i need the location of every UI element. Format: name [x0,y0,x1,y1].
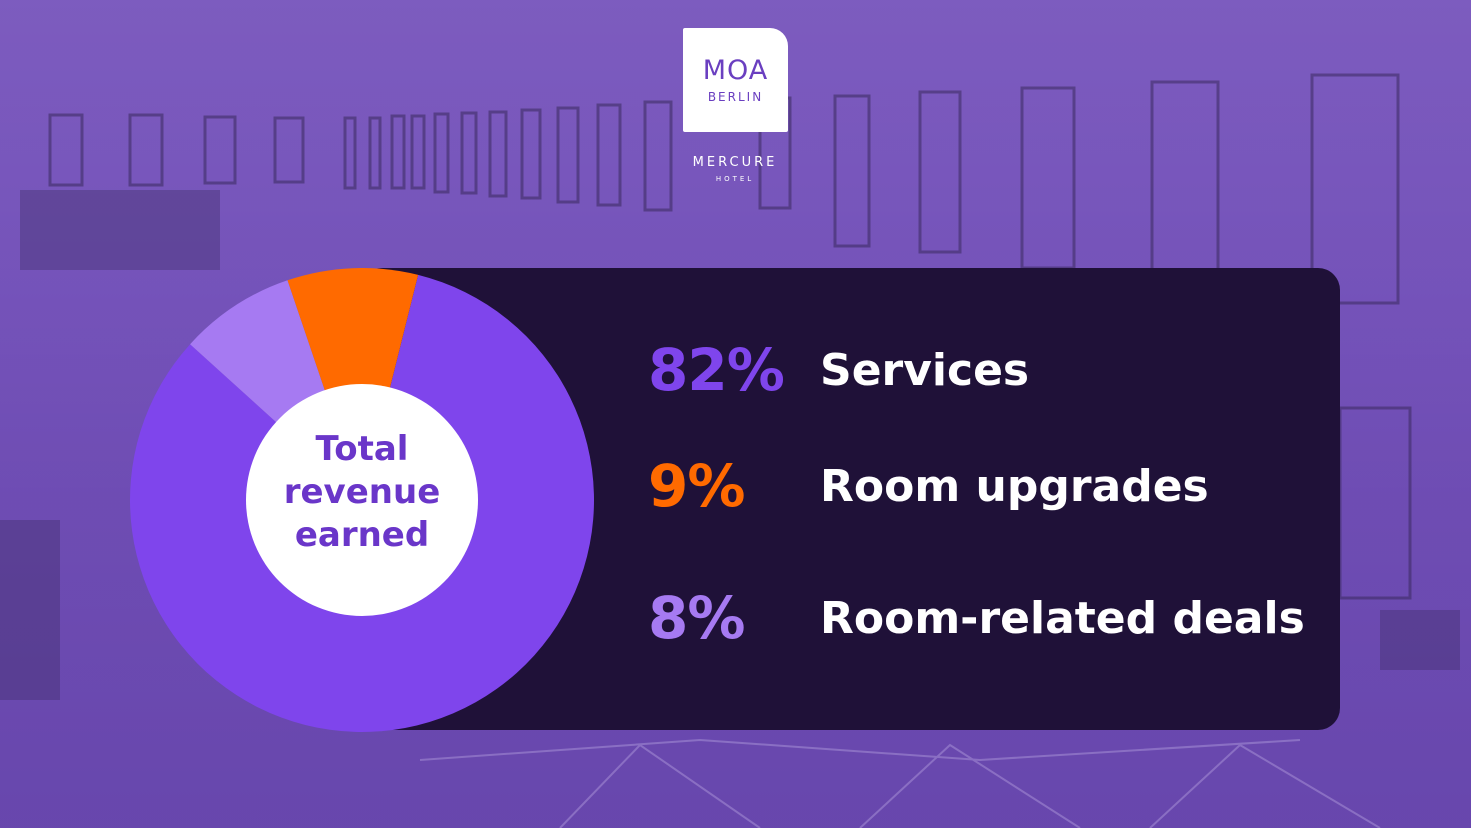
center-label-line: Total [315,429,409,469]
mercure-logo-text: MERCURE [692,155,778,170]
donut-hole [246,384,478,616]
donut-center-label: Total revenue earned [247,428,477,557]
slice-room-upgrades [287,268,419,500]
legend-row-services: 82% Services [648,336,1029,404]
room-related-deals-label: Room-related deals [820,592,1305,644]
revenue-donut-chart [130,268,594,732]
room-related-deals-percent: 8% [648,584,745,652]
legend-row-room-related-deals: 8% Room-related deals [648,584,1305,652]
room-upgrades-percent: 9% [648,452,745,520]
center-label-line: earned [294,515,430,555]
moa-berlin-logo: MOA BERLIN [683,28,788,132]
mercure-logo-subtext: HOTEL [715,175,755,183]
logo-city-text: BERLIN [707,90,764,104]
legend-row-room-upgrades: 9% Room upgrades [648,452,1209,520]
services-percent: 82% [648,336,785,404]
logo-brand-text: MOA [702,55,769,86]
center-label-line: revenue [283,472,441,512]
room-upgrades-label: Room upgrades [820,460,1209,512]
services-label: Services [820,344,1030,396]
